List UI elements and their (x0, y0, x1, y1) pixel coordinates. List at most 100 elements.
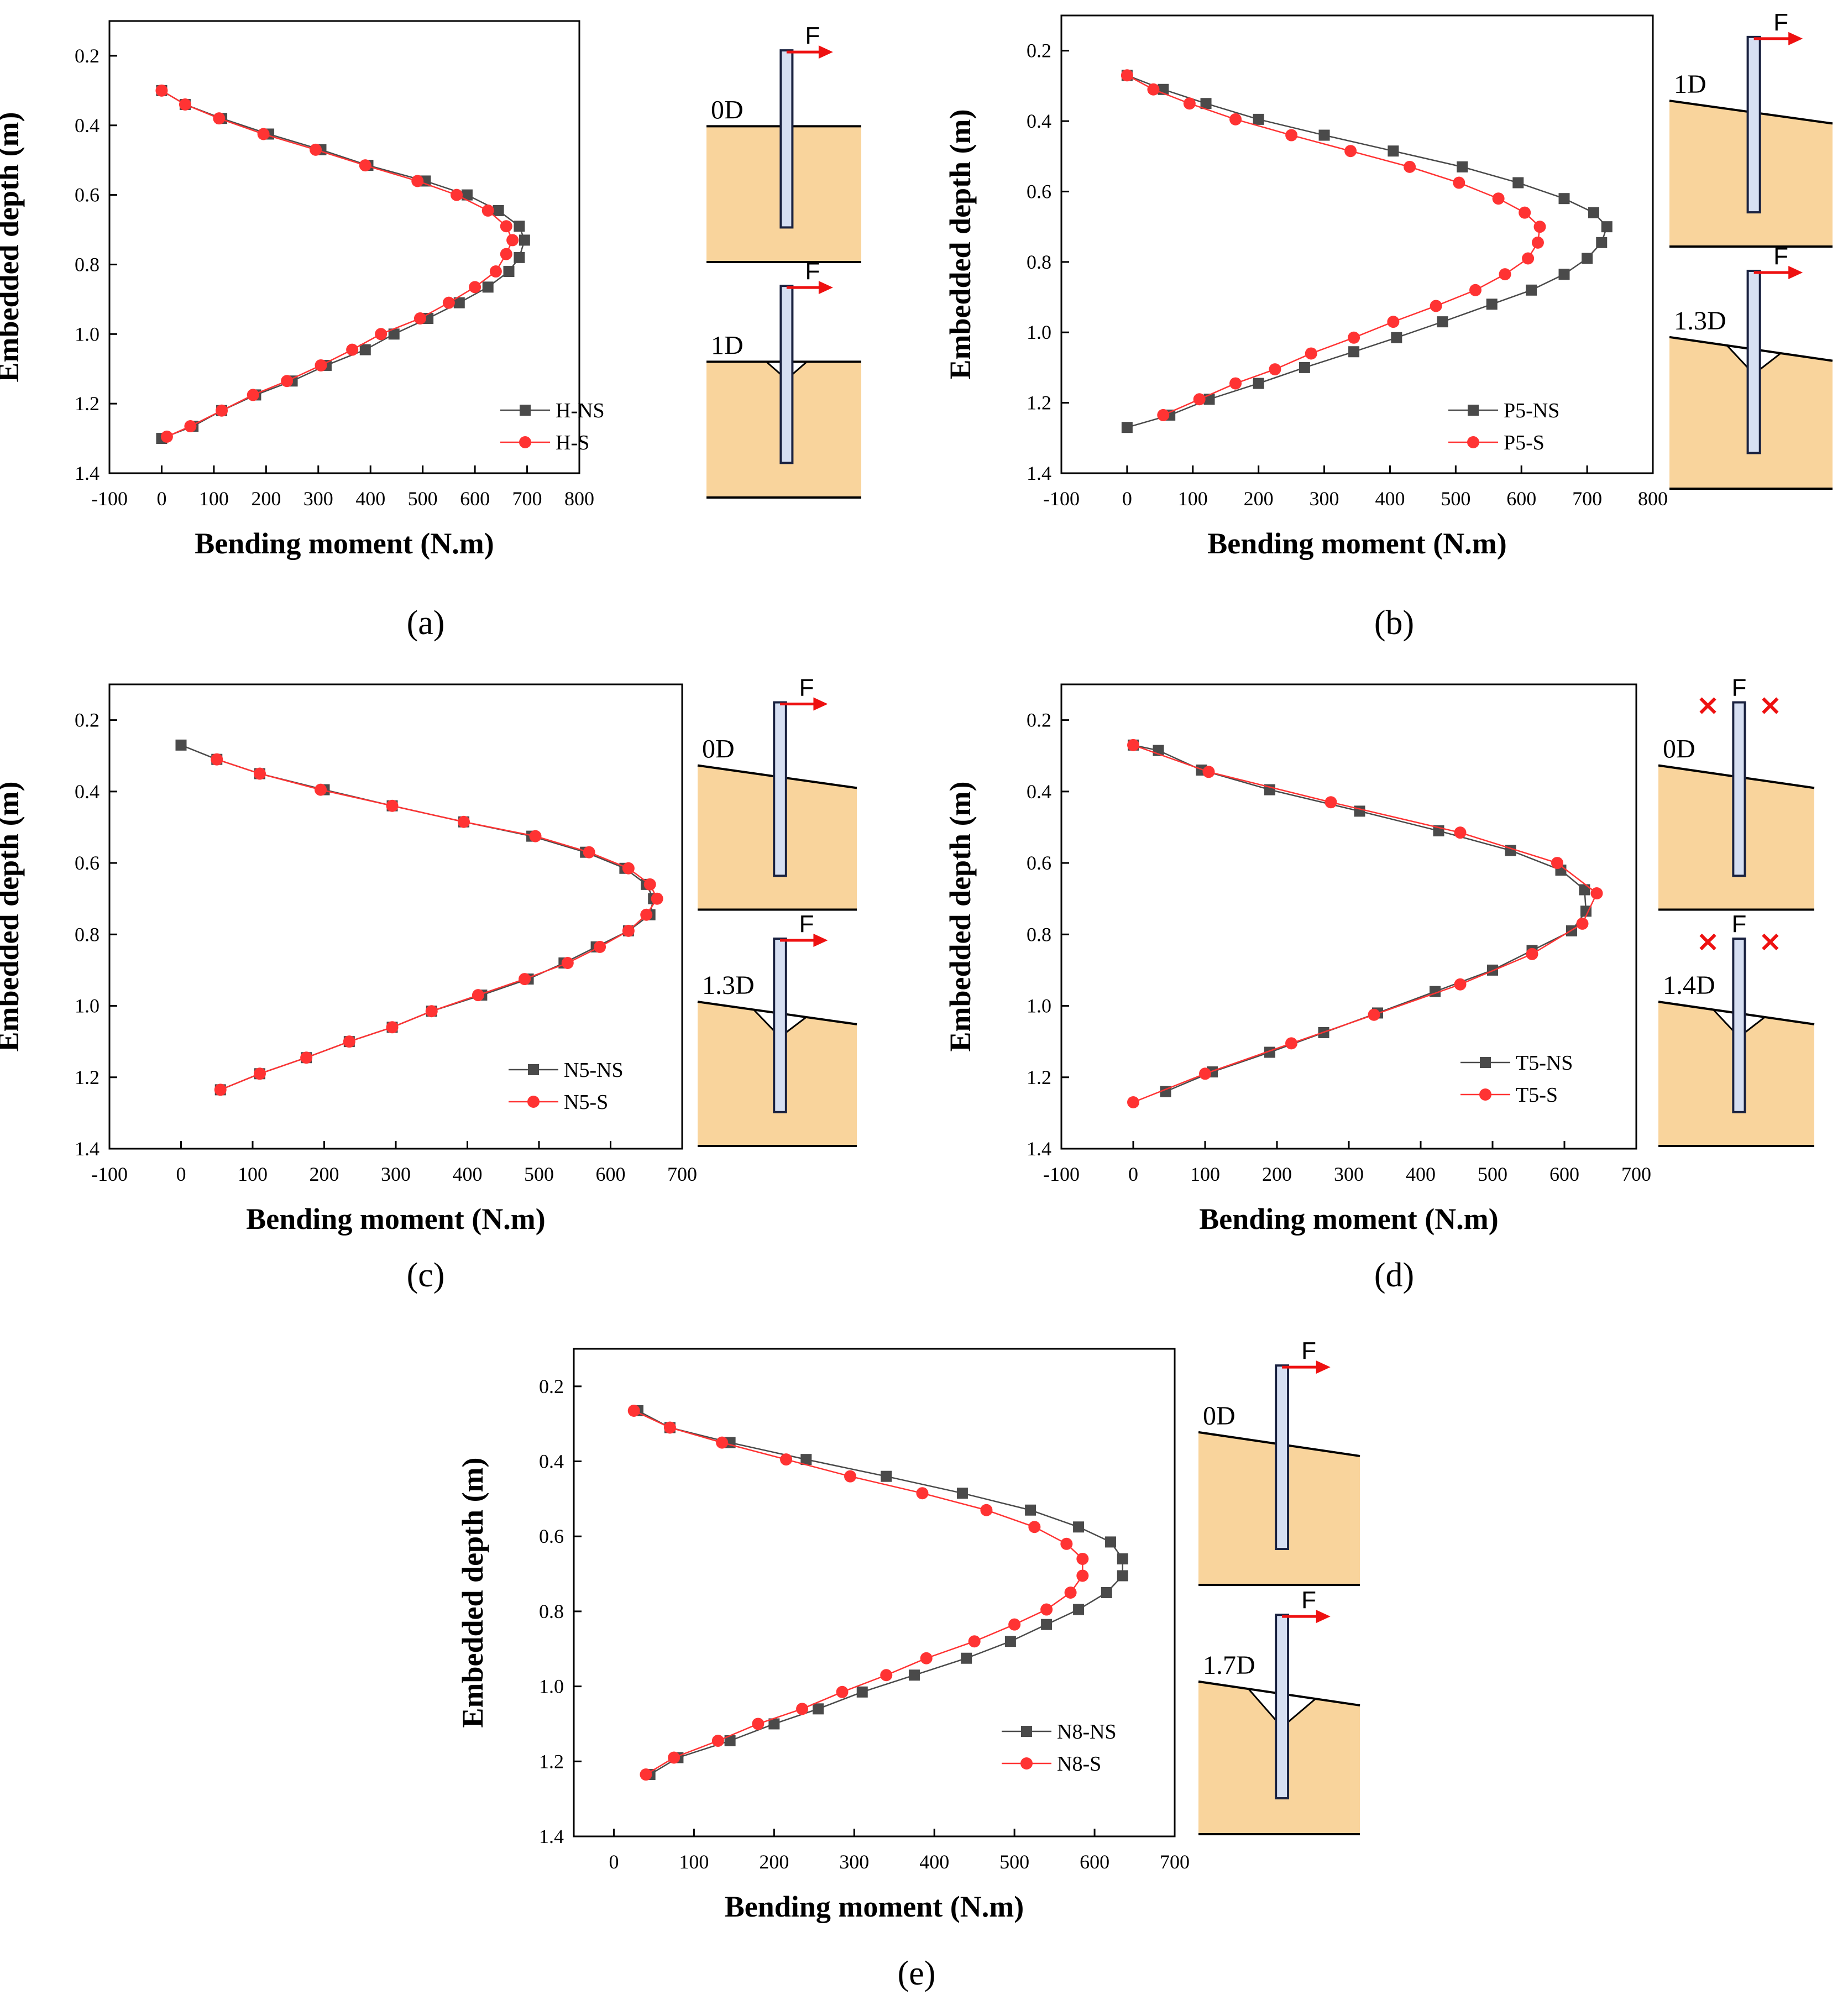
legend-label: N8-NS (1057, 1720, 1117, 1744)
legend-label: N8-S (1057, 1752, 1101, 1776)
x-tick-label: 700 (1621, 1163, 1651, 1185)
data-point-circle (980, 1504, 993, 1516)
data-point-square (881, 1470, 892, 1482)
scour-depth-label: 1.3D (1674, 306, 1726, 336)
data-point-circle (640, 1768, 652, 1781)
data-point-square (493, 205, 504, 216)
chart-panel: 0 100 200 300 400 500 600 700 0.2 0.4 0.6 0.8 1.0 1.2… (456, 1337, 1360, 1992)
chart-panel: -100 0 100 200 300 400 500 600 700 0.2 0.4 0.6 0.8 1.… (0, 674, 857, 1294)
pile (779, 49, 794, 229)
data-point-circle (968, 1635, 981, 1648)
data-point-square (1486, 299, 1498, 310)
panel-label: (e) (898, 1955, 936, 1992)
pile (1275, 1364, 1290, 1551)
x-tick-label: 300 (1310, 488, 1339, 510)
series-line-n8-ns (637, 1410, 1124, 1776)
x-axis-label: Bending moment (N.m) (246, 1202, 545, 1236)
chart-panel: -100 0 100 200 300 400 500 600 700 0.2 0.4 0.6 0.8 1.… (944, 674, 1815, 1294)
data-point-circle (346, 343, 359, 356)
y-axis-label: Embedded depth (m) (0, 781, 25, 1051)
data-point-square (956, 1488, 968, 1499)
force-arrowhead (1316, 1610, 1331, 1624)
y-tick-label: 1.4 (539, 1825, 564, 1847)
y-tick-label: 1.2 (75, 392, 100, 415)
restraint-x-icon (1762, 697, 1779, 714)
data-point-square (813, 1703, 824, 1715)
data-point-circle (1344, 145, 1357, 158)
data-point-circle (1469, 284, 1481, 296)
x-tick-label: 100 (1190, 1163, 1220, 1185)
x-tick-label: 400 (355, 488, 385, 510)
data-point-circle (651, 892, 663, 905)
data-point-circle (836, 1685, 849, 1698)
data-point-circle (1127, 1096, 1139, 1108)
data-point-circle (343, 1035, 355, 1048)
data-point-circle (529, 830, 542, 842)
pile (1732, 938, 1746, 1113)
data-point-circle (796, 1703, 809, 1715)
data-point-circle (155, 84, 168, 97)
y-tick-label: 0.4 (75, 781, 100, 803)
y-axis-label: Embedded depth (m) (944, 781, 977, 1051)
series-line-t5-s (1133, 744, 1598, 1103)
legend-label: N5-S (564, 1091, 608, 1114)
data-point-square (1580, 905, 1592, 917)
x-tick-label: 300 (381, 1163, 411, 1185)
x-tick-label: 500 (524, 1163, 554, 1185)
data-point-circle (1325, 796, 1337, 809)
y-tick-label: 1.4 (75, 462, 100, 484)
x-tick-label: 0 (156, 488, 166, 510)
data-point-circle (315, 783, 327, 796)
x-tick-label: 400 (453, 1163, 483, 1185)
data-point-square (514, 221, 525, 232)
pile-sketch: F 1.3D (697, 910, 857, 1147)
pile (1746, 269, 1761, 454)
legend-marker-square (1021, 1726, 1032, 1737)
data-point-square (1253, 113, 1264, 125)
x-tick-label: 500 (999, 1851, 1029, 1873)
data-point-circle (1499, 268, 1511, 281)
legend-label: T5-S (1516, 1083, 1558, 1107)
scour-depth-label: 1D (1674, 70, 1706, 99)
data-point-circle (1305, 347, 1317, 360)
x-tick-label: 600 (1080, 1851, 1109, 1873)
data-point-circle (469, 281, 481, 294)
data-point-square (1073, 1604, 1085, 1615)
y-tick-label: 1.4 (1027, 462, 1051, 484)
x-tick-label: 600 (1506, 488, 1536, 510)
data-point-square (856, 1686, 868, 1698)
series-line-n8-s (634, 1410, 1083, 1776)
data-point-circle (1229, 113, 1242, 125)
x-tick-label: 400 (1375, 488, 1405, 510)
force-label: F (1731, 910, 1746, 938)
y-tick-label: 1.0 (75, 323, 100, 345)
data-point-circle (500, 220, 512, 233)
legend-label: H-NS (556, 399, 605, 422)
y-tick-label: 1.4 (75, 1138, 100, 1160)
data-point-circle (211, 753, 223, 766)
data-point-circle (561, 957, 574, 969)
panel-label: (c) (407, 1257, 445, 1294)
y-tick-label: 1.0 (1027, 995, 1051, 1017)
y-tick-label: 1.2 (539, 1750, 564, 1772)
force-label: F (805, 22, 820, 49)
x-tick-label: 200 (759, 1851, 789, 1873)
y-axis-label: Embedded depth (m) (944, 109, 977, 379)
restraint-x-icon (1762, 933, 1779, 951)
data-point-circle (216, 404, 228, 417)
data-point-square (1388, 145, 1399, 157)
data-point-circle (413, 312, 426, 324)
series-line-h-ns (161, 90, 526, 439)
data-point-square (175, 739, 187, 751)
y-tick-label: 0.8 (75, 253, 100, 275)
force-label: F (799, 674, 814, 702)
data-point-square (482, 281, 494, 293)
x-tick-label: -100 (1043, 488, 1080, 510)
scour-depth-label: 0D (711, 95, 744, 124)
pile (1746, 35, 1761, 214)
data-point-circle (1531, 236, 1544, 249)
data-point-square (1582, 253, 1593, 264)
scour-depth-label: 1.4D (1663, 971, 1715, 1000)
restraint-x-icon (1699, 933, 1716, 951)
